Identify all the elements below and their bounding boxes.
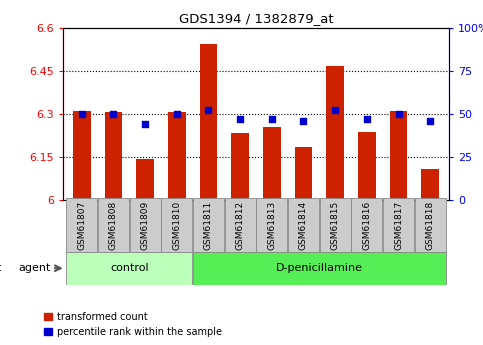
Text: GSM61807: GSM61807	[77, 200, 86, 250]
Point	[110, 111, 117, 117]
Bar	[390, 111, 407, 200]
Text: agent: agent	[0, 263, 5, 273]
Text: GSM61809: GSM61809	[141, 200, 150, 250]
Bar	[73, 111, 90, 200]
FancyBboxPatch shape	[193, 198, 224, 252]
Text: GSM61816: GSM61816	[362, 200, 371, 250]
Bar	[168, 111, 185, 200]
FancyBboxPatch shape	[351, 198, 383, 252]
Text: GSM61808: GSM61808	[109, 200, 118, 250]
Point	[141, 121, 149, 127]
Title: GDS1394 / 1382879_at: GDS1394 / 1382879_at	[179, 12, 333, 25]
FancyBboxPatch shape	[225, 198, 256, 252]
Bar	[295, 147, 312, 200]
Text: GSM61812: GSM61812	[236, 200, 245, 250]
FancyBboxPatch shape	[66, 252, 192, 285]
Point	[205, 108, 213, 113]
Text: agent: agent	[18, 263, 50, 273]
FancyBboxPatch shape	[129, 198, 161, 252]
Text: GSM61811: GSM61811	[204, 200, 213, 250]
Point	[363, 116, 371, 122]
FancyBboxPatch shape	[66, 198, 97, 252]
Bar	[136, 159, 154, 200]
Bar	[200, 44, 217, 200]
FancyBboxPatch shape	[320, 198, 351, 252]
FancyBboxPatch shape	[98, 198, 129, 252]
Point	[426, 118, 434, 124]
Text: GSM61810: GSM61810	[172, 200, 181, 250]
Point	[395, 111, 402, 117]
Text: control: control	[110, 263, 149, 273]
Bar	[327, 66, 344, 200]
FancyBboxPatch shape	[161, 198, 192, 252]
Point	[299, 118, 307, 124]
Point	[173, 111, 181, 117]
Bar	[105, 112, 122, 200]
Text: D-penicillamine: D-penicillamine	[276, 263, 363, 273]
Point	[78, 111, 85, 117]
Text: GSM61814: GSM61814	[299, 200, 308, 250]
Point	[331, 108, 339, 113]
FancyBboxPatch shape	[256, 198, 287, 252]
FancyBboxPatch shape	[383, 198, 414, 252]
Legend: transformed count, percentile rank within the sample: transformed count, percentile rank withi…	[43, 312, 222, 337]
Point	[268, 116, 276, 122]
Text: GSM61817: GSM61817	[394, 200, 403, 250]
Text: GSM61813: GSM61813	[267, 200, 276, 250]
Bar	[231, 132, 249, 200]
Bar	[422, 169, 439, 200]
FancyBboxPatch shape	[288, 198, 319, 252]
Bar	[358, 132, 376, 200]
Point	[236, 116, 244, 122]
FancyBboxPatch shape	[415, 198, 446, 252]
FancyBboxPatch shape	[193, 252, 446, 285]
Text: GSM61815: GSM61815	[331, 200, 340, 250]
Text: GSM61818: GSM61818	[426, 200, 435, 250]
Bar	[263, 127, 281, 200]
